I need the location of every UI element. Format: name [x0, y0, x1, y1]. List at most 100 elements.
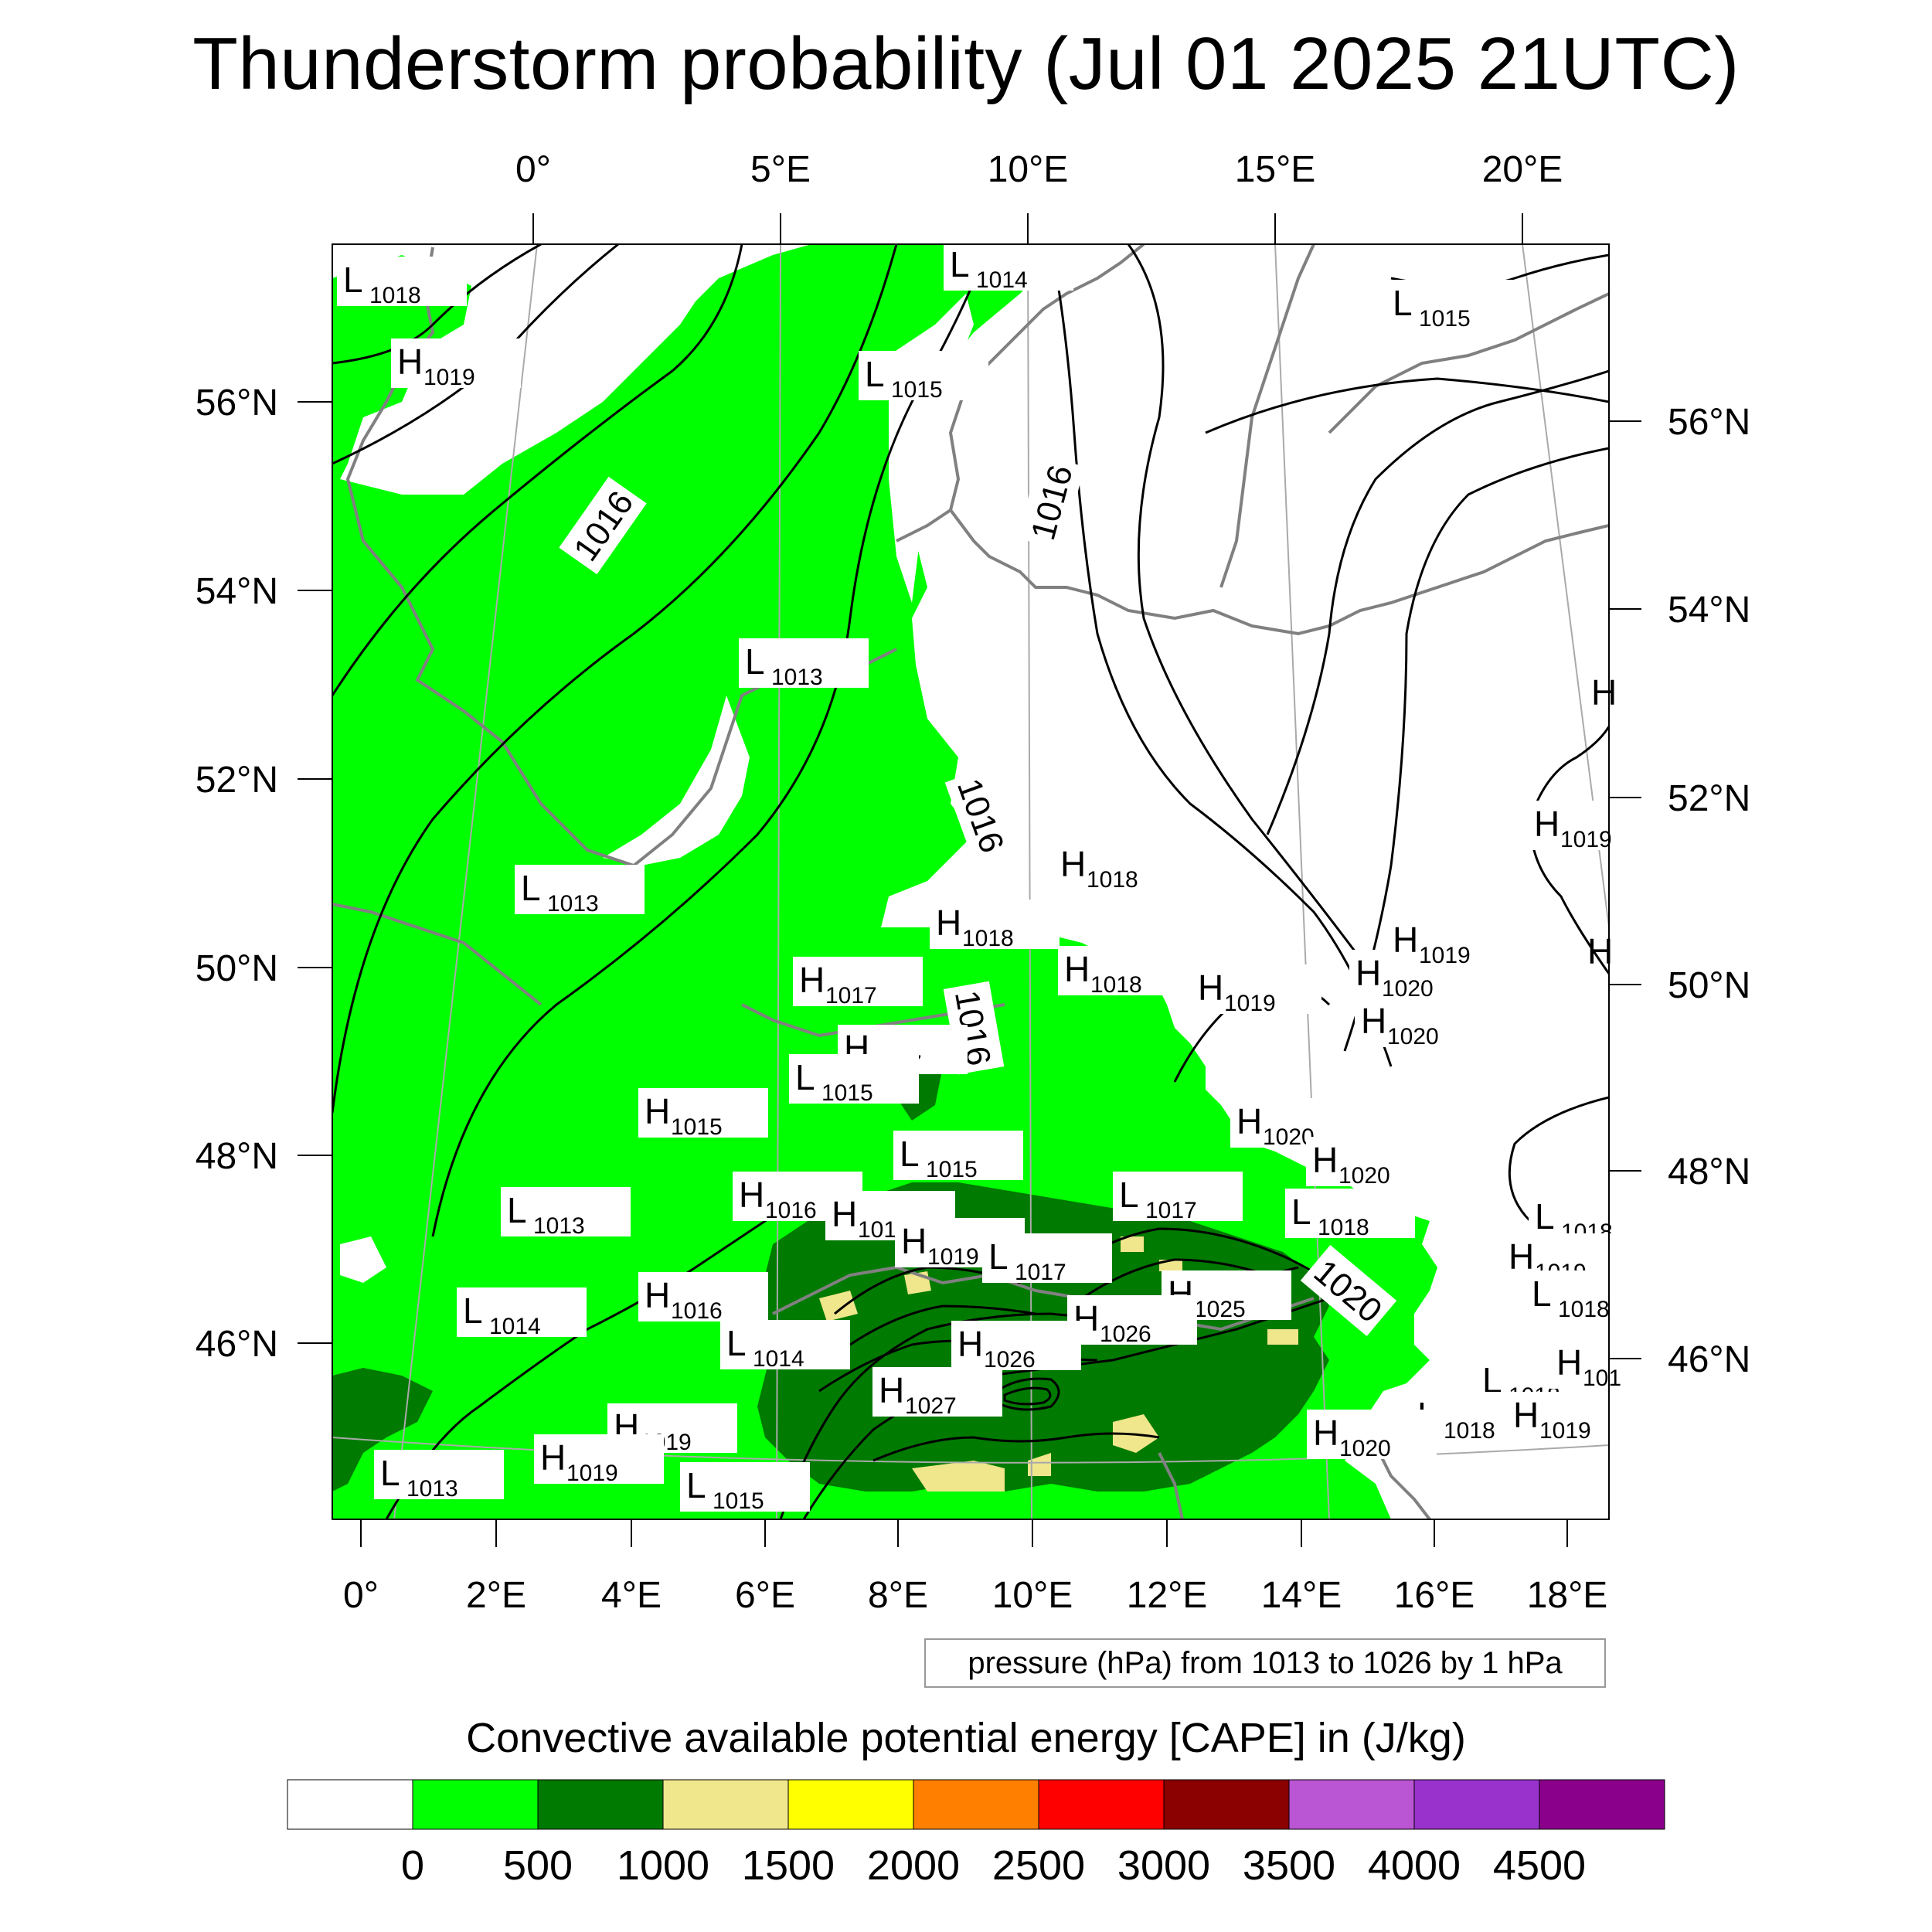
- center-type: L: [865, 354, 885, 394]
- right-axis-label: 50°N: [1668, 965, 1750, 1006]
- center-value: 1020: [1387, 1024, 1439, 1049]
- center-value: 1017: [825, 983, 877, 1009]
- top-axis-label: 0°: [515, 149, 551, 190]
- center-value: 1015: [671, 1114, 723, 1140]
- center-type: L: [726, 1323, 747, 1363]
- isobar-line: [332, 244, 898, 1114]
- pressure-info-box: pressure (hPa) from 1013 to 1026 by 1 hP…: [924, 1638, 1606, 1688]
- right-axis-label: 52°N: [1668, 778, 1750, 819]
- right-axis-label: 48°N: [1668, 1151, 1750, 1192]
- center-type: H: [645, 1275, 670, 1315]
- center-type: H: [1236, 1101, 1262, 1141]
- center-type: L: [521, 868, 541, 908]
- center-type: H: [799, 960, 825, 1000]
- high-pressure-center: H 101: [1550, 1339, 1662, 1391]
- left-axis-label: 52°N: [196, 760, 278, 801]
- center-type: L: [1393, 283, 1413, 323]
- center-value: 1018: [1087, 867, 1138, 893]
- isobar-line: [872, 1432, 1160, 1462]
- isobar-line: [1508, 1096, 1609, 1223]
- center-type: L: [1532, 1274, 1552, 1314]
- center-value: 1015: [891, 377, 943, 403]
- isobar-line: [1049, 244, 1393, 1067]
- colorbar-swatch: [1413, 1779, 1540, 1830]
- coastline: [1158, 1452, 1184, 1519]
- top-axis-label: 15°E: [1235, 149, 1316, 190]
- high-pressure-center: H 1018: [1058, 946, 1188, 998]
- center-value: 1018: [369, 283, 421, 308]
- center-value: 1015: [713, 1488, 764, 1514]
- center-value: 1019: [423, 365, 475, 390]
- isobar-line: [849, 1304, 1036, 1346]
- center-value: 1020: [1263, 1124, 1315, 1150]
- center-type: H: [1064, 949, 1090, 989]
- left-axis-label: 50°N: [196, 948, 278, 989]
- center-type: H: [879, 1370, 904, 1410]
- center-type: L: [795, 1057, 815, 1097]
- bottom-axis-label: 0°: [343, 1575, 379, 1616]
- bottom-axis-label: 4°E: [601, 1575, 662, 1616]
- coastline: [772, 1265, 1315, 1332]
- low-pressure-center: L 1014: [720, 1320, 850, 1372]
- map-title: Thunderstorm probability (Jul 01 2025 21…: [192, 22, 1740, 105]
- center-value: 1020: [1338, 1163, 1390, 1189]
- center-value: 1015: [926, 1157, 978, 1182]
- colorbar-tick-label: 3000: [1117, 1842, 1210, 1889]
- center-type: H: [1513, 1395, 1539, 1435]
- center-type: H: [1198, 968, 1223, 1008]
- center-type: H: [1312, 1140, 1338, 1180]
- low-pressure-center: L 1017: [1113, 1172, 1243, 1223]
- center-value: 1026: [1100, 1321, 1151, 1347]
- colorbar-title: Convective available potential energy [C…: [466, 1715, 1466, 1761]
- center-type: H: [1361, 1001, 1386, 1041]
- colorbar-tick-label: 3500: [1243, 1842, 1335, 1889]
- center-value: 1019: [566, 1461, 618, 1486]
- high-pressure-center: H 1018: [930, 900, 1060, 951]
- center-type: H: [1060, 844, 1086, 884]
- isobar-line: [1127, 244, 1362, 959]
- meridian-line: [393, 244, 538, 1519]
- low-pressure-center: L 1015: [859, 351, 988, 403]
- center-type: L: [343, 260, 363, 300]
- center-value: 1013: [533, 1213, 585, 1239]
- center-type: H: [397, 342, 423, 382]
- colorbar-swatch: [662, 1779, 789, 1830]
- isobar-line: [332, 244, 542, 365]
- colorbar-swatch: [787, 1779, 914, 1830]
- center-value: 1015: [1419, 306, 1471, 332]
- center-type: H: [1393, 920, 1418, 960]
- left-axis-label: 46°N: [196, 1324, 278, 1365]
- isobar-line: [995, 1377, 1060, 1411]
- axes: 0° 5°E 10°E 15°E 20°E 0° 2°E 4°E 6°E 8°E 10°E 12°E 1…: [196, 149, 1751, 1616]
- center-value: 1013: [406, 1476, 458, 1502]
- low-pressure-center: L 1015: [1386, 280, 1516, 332]
- center-value: 1014: [976, 267, 1028, 293]
- colorbar-swatch: [1539, 1779, 1665, 1830]
- low-pressure-center: L 1013: [374, 1450, 504, 1502]
- center-type: L: [686, 1465, 706, 1505]
- left-axis-label: 56°N: [196, 383, 278, 423]
- center-type: L: [900, 1134, 920, 1174]
- colorbar-swatch: [913, 1779, 1039, 1830]
- low-pressure-center: L 1014: [944, 241, 1073, 293]
- colorbar-swatch: [1038, 1779, 1165, 1830]
- bottom-axis-label: 14°E: [1261, 1575, 1342, 1616]
- center-type: H: [645, 1091, 670, 1131]
- center-value: 1016: [671, 1298, 723, 1324]
- center-type: H: [1509, 1236, 1534, 1277]
- isobar-line: [332, 244, 743, 696]
- cape-gap-1: [603, 696, 750, 866]
- center-value: 1018: [1558, 1297, 1610, 1322]
- colorbar-tick-label: 500: [503, 1842, 573, 1889]
- high-pressure-center: H 1027: [872, 1367, 1002, 1419]
- colorbar-swatch: [412, 1779, 539, 1830]
